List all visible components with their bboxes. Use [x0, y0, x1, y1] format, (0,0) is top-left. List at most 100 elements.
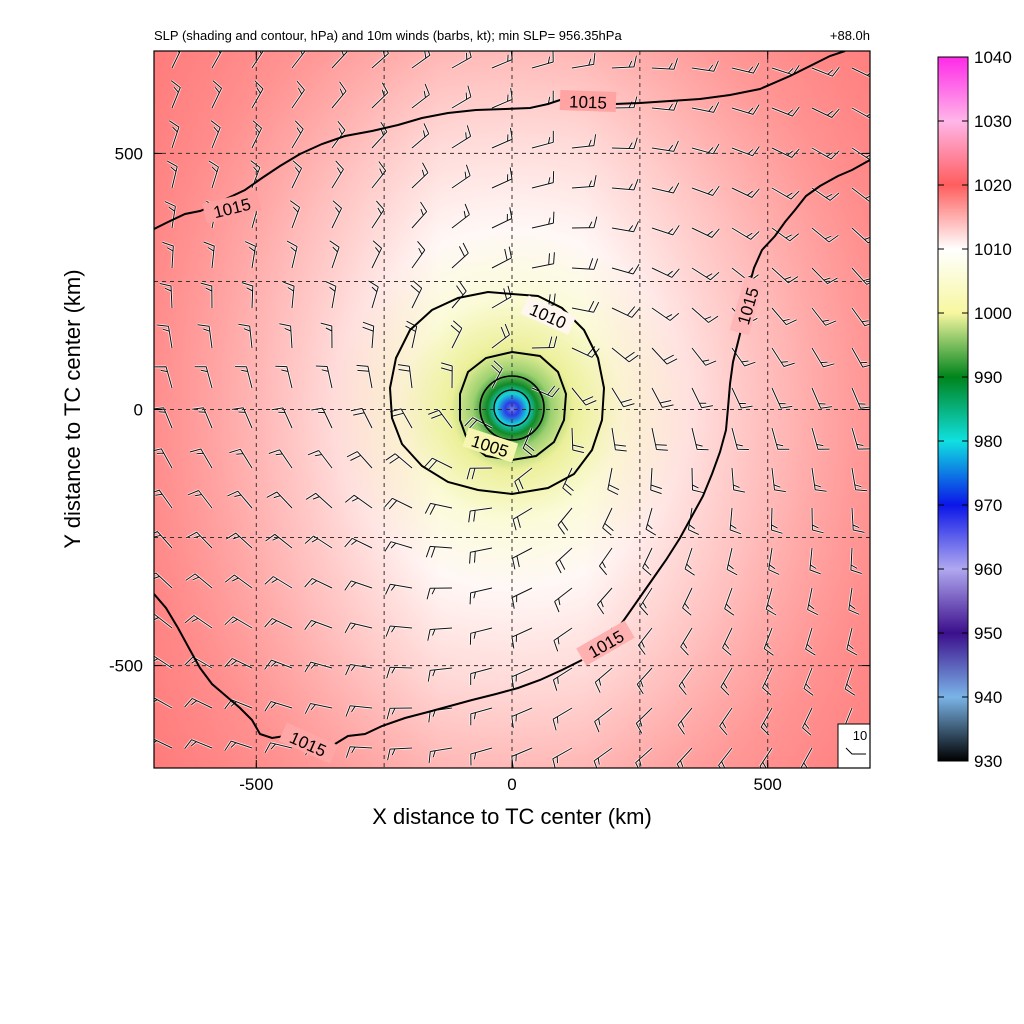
wind-barb — [200, 282, 213, 309]
wind-barb — [211, 80, 223, 109]
y-tick-label: -500 — [109, 657, 143, 676]
wind-barb — [531, 252, 555, 269]
wind-barb — [185, 573, 213, 589]
wind-barb — [427, 627, 453, 641]
wind-barb — [807, 587, 819, 616]
wind-barb — [651, 267, 680, 278]
wind-barb — [304, 661, 333, 673]
colorbar-tick-label: 930 — [974, 752, 1002, 771]
wind-barb — [305, 492, 333, 509]
wind-barb — [154, 614, 173, 629]
wind-barb — [371, 161, 387, 189]
wind-barb — [184, 739, 213, 750]
wind-barb — [424, 502, 453, 515]
wind-barb — [169, 120, 180, 149]
wind-barb — [208, 160, 219, 189]
wind-barb — [731, 187, 760, 198]
wind-barb — [344, 537, 373, 549]
wind-barb — [531, 385, 560, 398]
wind-barb — [167, 160, 178, 189]
wind-barb — [555, 547, 573, 574]
plot-area: 1015 1015 1015 1015 1015 1010 1005 — [154, 51, 870, 768]
wind-barb — [729, 507, 742, 535]
wind-barb — [251, 51, 264, 69]
wind-barb — [397, 364, 413, 389]
wind-barb — [571, 387, 597, 406]
wind-barb — [344, 580, 373, 591]
colorbar-tick-label: 1000 — [974, 304, 1012, 323]
x-axis-label: X distance to TC center (km) — [372, 804, 652, 829]
wind-barb — [290, 200, 301, 229]
wind-barb — [291, 160, 303, 189]
wind-barb — [611, 427, 627, 452]
wind-barb — [251, 80, 264, 109]
wind-barb — [184, 615, 213, 629]
wind-barb — [851, 387, 870, 409]
wind-barb — [691, 427, 709, 451]
wind-barb — [719, 707, 733, 736]
wind-barb — [235, 366, 253, 389]
wind-barb — [731, 387, 753, 409]
wind-barb — [425, 545, 453, 558]
wind-barb — [451, 51, 472, 69]
colorbar: 1040 1030 1020 1010 1000 990 980 970 960 950 940 93… — [937, 48, 1012, 771]
wind-barb — [386, 666, 413, 679]
wind-barb — [410, 280, 423, 309]
chart-title: SLP (shading and contour, hPa) and 10m w… — [154, 28, 622, 43]
wind-barb — [571, 258, 599, 270]
wind-barb — [602, 507, 614, 536]
wind-barb — [635, 707, 653, 734]
wind-barb — [805, 627, 816, 656]
wind-barb — [809, 547, 821, 575]
wind-barb — [553, 627, 573, 652]
wind-barb — [598, 547, 613, 576]
wind-barb — [611, 387, 635, 408]
wind-barb — [691, 60, 719, 72]
wind-barb — [771, 106, 800, 117]
wind-barb — [470, 667, 493, 685]
wind-barb — [691, 267, 720, 281]
wind-barb — [329, 240, 340, 269]
wind-barb — [850, 547, 862, 574]
wind-barb — [771, 227, 800, 242]
wind-barb — [522, 427, 535, 456]
contour-1015-sw — [154, 593, 286, 740]
contour-1010 — [388, 290, 606, 496]
wind-barb — [811, 387, 833, 409]
wind-barb — [731, 104, 760, 115]
wind-barb — [531, 171, 555, 189]
wind-barb — [451, 164, 471, 189]
wind-barb — [731, 347, 756, 367]
wind-barb — [271, 407, 293, 429]
wind-barb — [283, 281, 295, 309]
colorbar-tick-label: 1020 — [974, 176, 1012, 195]
wind-barb — [491, 127, 513, 149]
wind-reference-label: 10 — [853, 728, 867, 743]
wind-barb — [691, 185, 720, 196]
wind-barb — [770, 507, 783, 534]
contour-core-2 — [493, 389, 531, 427]
wind-barb — [157, 324, 173, 349]
wind-barb — [154, 448, 173, 469]
wind-barb — [680, 627, 693, 656]
x-tick-label: 500 — [754, 775, 782, 794]
wind-barb — [264, 617, 293, 629]
wind-barb — [304, 619, 333, 630]
wind-barb — [531, 51, 554, 69]
wind-barb — [229, 448, 253, 469]
wind-barb — [428, 409, 453, 429]
colorbar-tick-label: 980 — [974, 432, 1002, 451]
wind-barb — [651, 140, 679, 152]
wind-barb — [411, 83, 430, 109]
wind-barb — [264, 742, 293, 754]
wind-barb — [331, 81, 347, 109]
wind-barb — [344, 494, 373, 509]
wind-barb — [594, 707, 613, 733]
wind-barb — [162, 241, 174, 269]
wind-barb — [531, 130, 554, 149]
wind-barb — [768, 547, 780, 575]
wind-barb — [451, 125, 472, 149]
wind-barb — [531, 211, 555, 229]
contour-core-1 — [479, 375, 545, 441]
